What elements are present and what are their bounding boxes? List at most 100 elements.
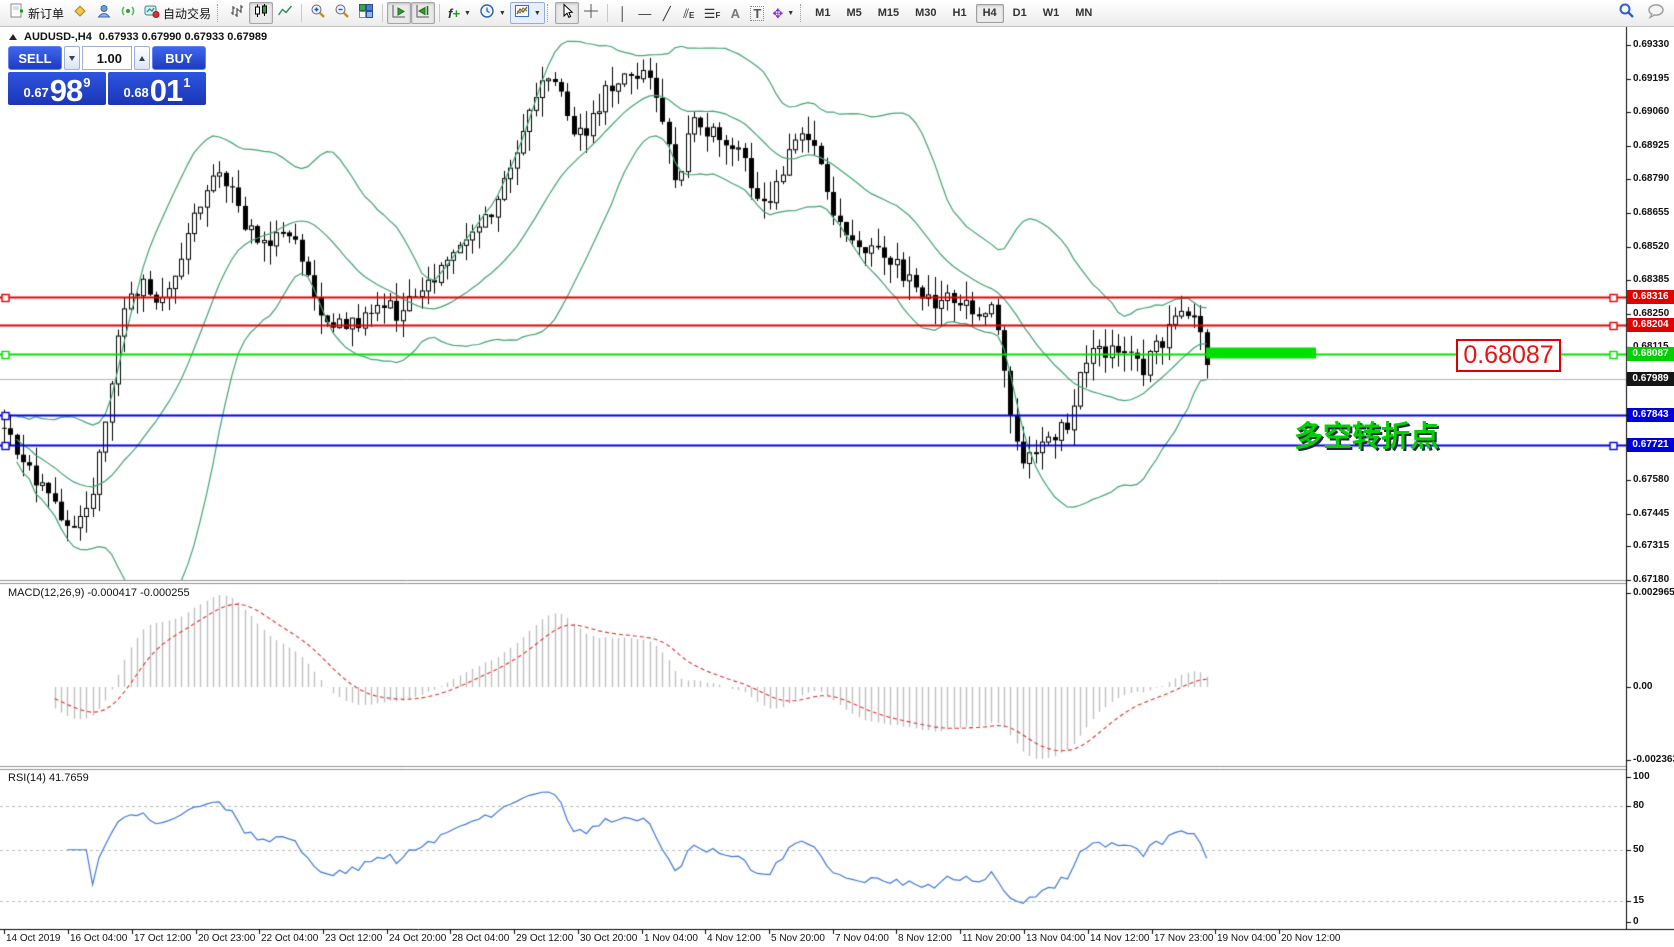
zoom-out-button[interactable]	[330, 2, 354, 24]
date-axis-label: 24 Oct 20:00	[389, 933, 447, 944]
chart-shift-button[interactable]	[411, 2, 436, 24]
timeframe-button-m5[interactable]: M5	[846, 6, 862, 19]
auto-scroll-icon	[391, 3, 407, 24]
timeframe-button-d1[interactable]: D1	[1012, 6, 1027, 19]
sell-button[interactable]: SELL	[8, 46, 62, 70]
line-chart-mode-button[interactable]	[273, 2, 297, 24]
toolbar-separator	[606, 4, 608, 22]
rsi-axis-tick: 100	[1633, 771, 1650, 782]
auto-scroll-button[interactable]	[387, 2, 412, 24]
collapse-panel-icon[interactable]	[9, 34, 17, 40]
level-price-badge: 0.67721	[1627, 438, 1674, 453]
timeframe-button-m30[interactable]: M30	[915, 6, 937, 19]
sell-price-pip: 9	[83, 75, 91, 90]
tile-windows-button[interactable]	[354, 2, 378, 24]
vertical-line-icon: │	[618, 5, 627, 21]
price-axis-tick: 0.68250	[1633, 307, 1670, 319]
candlestick-chart-icon	[253, 3, 269, 24]
chart-header: AUDUSD-,H4 0.67933 0.67990 0.67933 0.679…	[9, 31, 267, 43]
cursor-icon	[559, 2, 575, 24]
triangle-up-icon	[139, 55, 145, 61]
periods-button[interactable]: ▼	[475, 2, 510, 24]
text-tool-button[interactable]: A	[724, 2, 746, 24]
chinese-text-annotation[interactable]: 多空转折点	[1294, 421, 1440, 453]
vertical-line-tool-button[interactable]: │	[612, 2, 634, 24]
date-axis-label: 1 Nov 04:00	[644, 933, 698, 944]
chat-button[interactable]	[1643, 2, 1669, 24]
timeframe-button-w1[interactable]: W1	[1042, 6, 1060, 19]
price-callout-box[interactable]: 0.68087	[1456, 339, 1561, 372]
auto-trading-label: 自动交易	[163, 6, 212, 21]
equidistant-channel-icon: ⫽E	[683, 5, 695, 21]
chevron-down-icon: ▼	[498, 9, 506, 17]
timeframe-button-m15[interactable]: M15	[877, 6, 900, 19]
date-axis-label: 14 Nov 12:00	[1090, 933, 1150, 944]
trendline-tool-button[interactable]: ╱	[656, 2, 678, 24]
current-price-badge: 0.67989	[1627, 371, 1674, 386]
symbol-period-label: AUDUSD-,H4	[24, 31, 92, 43]
price-chart-canvas[interactable]	[0, 27, 1674, 947]
date-axis-label: 17 Oct 12:00	[134, 933, 192, 944]
fibonacci-icon: ☰F	[703, 5, 721, 21]
date-axis-label: 22 Oct 04:00	[261, 933, 319, 944]
price-axis-tick: 0.68655	[1633, 206, 1670, 218]
level-price-badge: 0.68204	[1627, 318, 1674, 333]
toolbar-grip	[217, 4, 221, 22]
buy-button[interactable]: BUY	[152, 46, 206, 70]
date-axis-label: 4 Nov 12:00	[707, 933, 761, 944]
toolbar-separator	[382, 4, 384, 22]
search-icon	[1618, 2, 1635, 24]
date-axis-label: 28 Oct 04:00	[452, 933, 510, 944]
macd-axis-tick: 0.002965	[1633, 587, 1674, 598]
volume-decrease-button[interactable]	[64, 46, 80, 70]
trade-panel-controls: SELL 1.00 BUY	[8, 46, 206, 70]
chat-icon	[1647, 3, 1665, 24]
sell-price-main: 98	[49, 73, 83, 108]
indicators-button[interactable]: f+ ▼	[444, 2, 475, 24]
level-price-badge: 0.67843	[1627, 408, 1674, 423]
crosshair-tool-button[interactable]	[579, 2, 603, 24]
date-axis-label: 11 Nov 20:00	[962, 933, 1021, 944]
macd-axis-tick: -0.002363	[1633, 754, 1674, 765]
profile-icon	[96, 3, 112, 24]
date-axis-label: 17 Nov 23:00	[1154, 933, 1214, 944]
line-chart-icon	[277, 3, 293, 24]
price-axis-tick: 0.68115	[1633, 341, 1669, 353]
metaeditor-button[interactable]	[68, 2, 92, 24]
text-label-tool-button[interactable]: T	[746, 2, 768, 24]
new-order-button[interactable]: 新订单	[5, 2, 68, 24]
equidistant-channel-tool-button[interactable]: ⫽E	[678, 2, 700, 24]
timeframe-button-mn[interactable]: MN	[1075, 6, 1093, 19]
price-axis-tick: 0.67180	[1633, 574, 1670, 585]
date-axis-label: 8 Nov 12:00	[898, 933, 952, 944]
buy-price-main: 01	[149, 73, 183, 108]
buy-price-display[interactable]: 0.68 01 1	[108, 72, 206, 108]
zoom-in-icon	[310, 3, 326, 24]
rsi-indicator-label: RSI(14) 41.7659	[8, 772, 89, 784]
search-button[interactable]	[1614, 2, 1639, 24]
arrows-tool-button[interactable]: ✥ ▼	[768, 2, 798, 24]
candlestick-mode-button[interactable]	[249, 2, 274, 24]
rsi-axis-tick: 0	[1633, 916, 1639, 927]
triangle-down-icon	[69, 55, 75, 61]
templates-button[interactable]: ▼	[509, 2, 545, 24]
rsi-axis-tick: 50	[1633, 844, 1645, 855]
bar-chart-mode-button[interactable]	[225, 2, 249, 24]
fibonacci-tool-button[interactable]: ☰F	[700, 2, 725, 24]
signals-button[interactable]	[116, 2, 140, 24]
zoom-in-button[interactable]	[306, 2, 330, 24]
timeframe-button-h1[interactable]: H1	[952, 6, 967, 19]
new-order-label: 新订单	[28, 6, 65, 21]
date-axis-label: 7 Nov 04:00	[835, 933, 889, 944]
cursor-tool-button[interactable]	[554, 2, 579, 24]
volume-input[interactable]: 1.00	[82, 46, 132, 70]
timeframe-button-h4[interactable]: H4	[975, 3, 1004, 23]
date-axis-label: 13 Nov 04:00	[1026, 933, 1086, 944]
chevron-down-icon: ▼	[533, 9, 541, 17]
timeframe-button-m1[interactable]: M1	[815, 6, 831, 19]
horizontal-line-tool-button[interactable]: —	[634, 2, 656, 24]
volume-increase-button[interactable]	[134, 46, 150, 70]
auto-trading-button[interactable]: 自动交易	[140, 2, 215, 24]
profile-button[interactable]	[92, 2, 116, 24]
sell-price-display[interactable]: 0.67 98 9	[8, 72, 106, 108]
